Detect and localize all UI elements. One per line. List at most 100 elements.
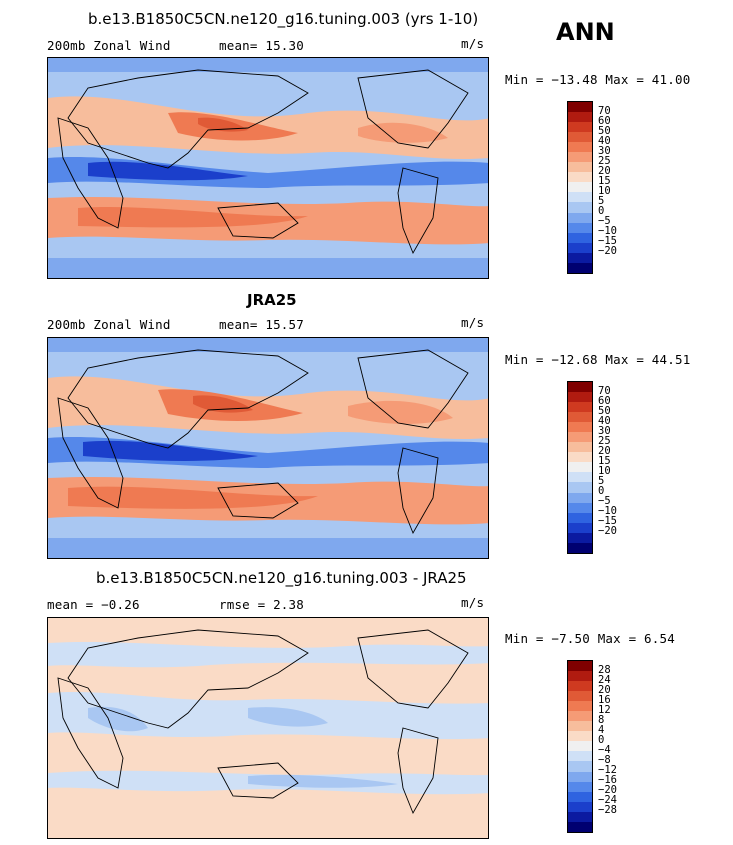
colorbar-label: 0 <box>598 485 605 498</box>
colorbar-label: −20 <box>598 245 617 258</box>
colorbar-swatch <box>568 432 592 443</box>
colorbar-swatch <box>568 711 592 722</box>
panel-1-map <box>47 57 489 279</box>
colorbar-label: 16 <box>598 693 611 706</box>
colorbar-swatch <box>568 422 592 433</box>
colorbar-swatch <box>568 811 592 822</box>
colorbar-label: 40 <box>598 134 611 147</box>
colorbar-swatch <box>568 132 592 143</box>
colorbar-swatch <box>568 472 592 483</box>
colorbar-label: 60 <box>598 114 611 127</box>
panel-2-minmax: Min = −12.68 Max = 44.51 <box>505 352 691 367</box>
colorbar-swatch <box>568 532 592 543</box>
panel-2-title: JRA25 <box>247 291 297 309</box>
colorbar-swatch <box>568 122 592 133</box>
colorbar-swatch <box>568 522 592 533</box>
colorbar-swatch <box>568 262 592 273</box>
panel-2-colorbar-labels: 70 60 50 40 30 25 20 15 10 5 0 −5 −10 −15 −20 <box>598 381 638 554</box>
panel-3-title: b.e13.B1850C5CN.ne120_g16.tuning.003 - J… <box>96 569 467 587</box>
colorbar-swatch <box>568 222 592 233</box>
colorbar-label: 25 <box>598 434 611 447</box>
colorbar-swatch <box>568 412 592 423</box>
colorbar-swatch <box>568 691 592 702</box>
colorbar-swatch <box>568 242 592 253</box>
colorbar-swatch <box>568 212 592 223</box>
colorbar-swatch <box>568 192 592 203</box>
colorbar-label: 20 <box>598 164 611 177</box>
colorbar-swatch <box>568 502 592 513</box>
colorbar-label: −15 <box>598 515 617 528</box>
panel-1-mean: mean= 15.30 <box>219 38 304 53</box>
panel-3-colorbar <box>567 660 593 833</box>
colorbar-swatch <box>568 452 592 463</box>
colorbar-label: 5 <box>598 475 605 488</box>
colorbar-label: −16 <box>598 774 617 787</box>
colorbar-label: −28 <box>598 804 617 817</box>
colorbar-label: −5 <box>598 215 611 228</box>
panel-3-colorbar-labels: 28 24 20 16 12 8 4 0 −4 −8 −12 −16 −20 −24 −28 <box>598 660 638 833</box>
colorbar-swatch <box>568 671 592 682</box>
colorbar-label: 5 <box>598 195 605 208</box>
panel-2-units: m/s <box>461 315 485 330</box>
colorbar-label: 50 <box>598 124 611 137</box>
colorbar-swatch <box>568 791 592 802</box>
panel-3-minmax: Min = −7.50 Max = 6.54 <box>505 631 675 646</box>
colorbar-swatch <box>568 402 592 413</box>
colorbar-label: 15 <box>598 454 611 467</box>
colorbar-label: −10 <box>598 505 617 518</box>
colorbar-swatch <box>568 202 592 213</box>
colorbar-label: 4 <box>598 723 605 736</box>
colorbar-label: 24 <box>598 673 611 686</box>
colorbar-swatch <box>568 741 592 752</box>
colorbar-swatch <box>568 182 592 193</box>
panel-2-mean: mean= 15.57 <box>219 317 304 332</box>
colorbar-label: 50 <box>598 404 611 417</box>
colorbar-swatch <box>568 681 592 692</box>
colorbar-label: 30 <box>598 144 611 157</box>
colorbar-swatch <box>568 162 592 173</box>
colorbar-label: 60 <box>598 394 611 407</box>
colorbar-label: 25 <box>598 154 611 167</box>
colorbar-label: −24 <box>598 794 617 807</box>
panel-3-colorbar-swatches <box>568 661 592 832</box>
colorbar-swatch <box>568 771 592 782</box>
panel-1-minmax: Min = −13.48 Max = 41.00 <box>505 72 691 87</box>
colorbar-label: 70 <box>598 104 611 117</box>
colorbar-swatch <box>568 492 592 503</box>
panel-3-rmse: rmse = 2.38 <box>219 597 304 612</box>
colorbar-label: −8 <box>598 754 611 767</box>
colorbar-swatch <box>568 721 592 732</box>
colorbar-swatch <box>568 821 592 832</box>
colorbar-label: 28 <box>598 663 611 676</box>
colorbar-label: 70 <box>598 384 611 397</box>
colorbar-label: 10 <box>598 185 611 198</box>
colorbar-swatch <box>568 232 592 243</box>
colorbar-label: 12 <box>598 703 611 716</box>
colorbar-label: 10 <box>598 465 611 478</box>
colorbar-label: 30 <box>598 424 611 437</box>
season-label: ANN <box>556 18 615 46</box>
colorbar-label: 40 <box>598 414 611 427</box>
panel-3-units: m/s <box>461 595 485 610</box>
colorbar-label: −20 <box>598 784 617 797</box>
colorbar-swatch <box>568 751 592 762</box>
panel-1-units: m/s <box>461 36 485 51</box>
panel-1-title: b.e13.B1850C5CN.ne120_g16.tuning.003 (yr… <box>88 10 479 28</box>
colorbar-label: 20 <box>598 444 611 457</box>
panel-2-colorbar-swatches <box>568 382 592 553</box>
colorbar-swatch <box>568 102 592 113</box>
panel-3-map <box>47 617 489 839</box>
colorbar-label: 15 <box>598 174 611 187</box>
panel-1-colorbar <box>567 101 593 274</box>
colorbar-label: −12 <box>598 764 617 777</box>
colorbar-label: −4 <box>598 744 611 757</box>
colorbar-swatch <box>568 252 592 263</box>
panel-2-colorbar <box>567 381 593 554</box>
colorbar-swatch <box>568 462 592 473</box>
colorbar-swatch <box>568 661 592 672</box>
colorbar-swatch <box>568 801 592 812</box>
colorbar-swatch <box>568 512 592 523</box>
colorbar-swatch <box>568 172 592 183</box>
panel-2-map <box>47 337 489 559</box>
panel-3-mean: mean = −0.26 <box>47 597 140 612</box>
